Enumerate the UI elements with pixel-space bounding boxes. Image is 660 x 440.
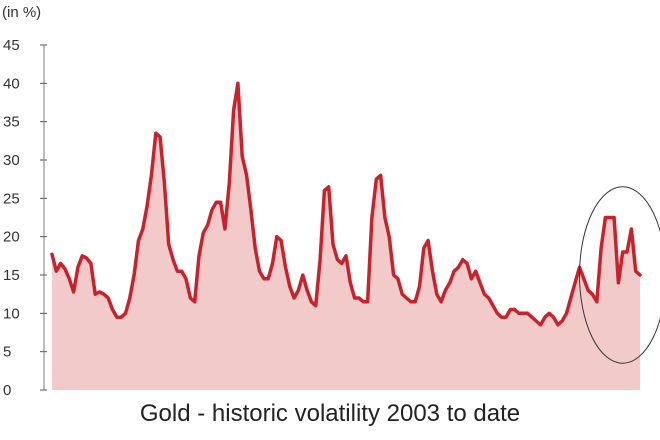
y-tick-label: 10	[3, 305, 20, 322]
y-tick-label: 15	[3, 267, 20, 284]
chart-title: Gold - historic volatility 2003 to date	[139, 400, 521, 427]
y-tick-label: 0	[3, 382, 11, 399]
y-tick-label: 5	[3, 344, 11, 361]
y-tick-label: 35	[3, 114, 20, 131]
y-axis: 0 5 10 15 20 25 30 35 40 45	[3, 37, 47, 399]
y-tick-label: 30	[3, 152, 20, 169]
volatility-area-fill	[52, 83, 640, 391]
y-tick-label: 45	[3, 37, 20, 54]
recent-spike-highlight-ellipse	[579, 186, 660, 364]
y-tick-label: 20	[3, 229, 20, 246]
y-tick-label: 25	[3, 190, 20, 207]
y-tick-label: 40	[3, 75, 20, 92]
y-axis-unit-label: (in %)	[2, 4, 42, 21]
volatility-line	[50, 81, 642, 327]
